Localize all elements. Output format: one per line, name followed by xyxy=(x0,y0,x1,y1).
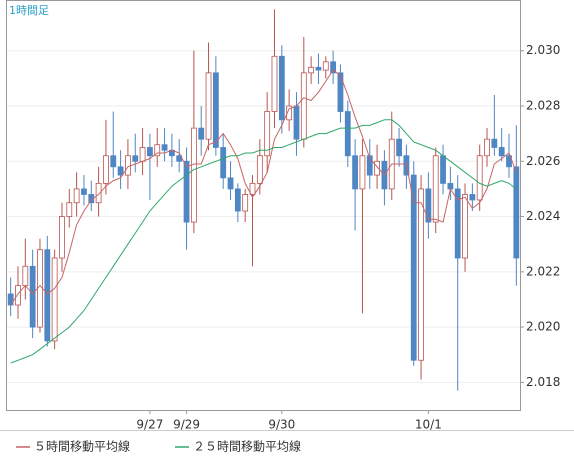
candle-body xyxy=(425,188,432,223)
candle-body xyxy=(308,66,315,74)
x-tick-label: 10/1 xyxy=(415,418,442,432)
candle-body xyxy=(81,188,87,195)
y-tick-label: 2.030 xyxy=(526,43,560,57)
candle-body xyxy=(264,111,271,157)
legend-label: ５時間移動平均線 xyxy=(34,439,130,454)
candle-body xyxy=(139,147,146,162)
candle-body xyxy=(513,166,520,259)
y-tick-label: 2.022 xyxy=(526,264,560,278)
candle-body xyxy=(73,188,80,204)
candle-body xyxy=(161,144,168,151)
y-tick-label: 2.026 xyxy=(526,154,560,168)
candle-body xyxy=(59,216,65,259)
candle-body xyxy=(352,155,359,190)
candle-body xyxy=(469,194,476,201)
candle-body xyxy=(396,138,402,157)
candle-body xyxy=(440,155,446,184)
candle-body xyxy=(242,194,249,212)
candle-body xyxy=(132,155,139,162)
candle-body xyxy=(212,72,219,148)
candle-body xyxy=(330,61,337,74)
candle-body xyxy=(344,111,351,157)
candle-body xyxy=(374,160,380,176)
y-tick-label: 2.018 xyxy=(526,375,560,389)
ma-line xyxy=(10,69,517,306)
candle-body xyxy=(293,105,300,140)
x-tick-label: 9/27 xyxy=(136,418,163,432)
candle-body xyxy=(432,155,439,223)
legend-label: ２５時間移動平均線 xyxy=(193,439,301,454)
plot-frame xyxy=(6,0,521,411)
candle-body xyxy=(234,188,241,212)
x-tick-label: 9/29 xyxy=(173,418,200,432)
candle-body xyxy=(506,155,512,168)
candle-body xyxy=(95,182,102,204)
candle-body xyxy=(205,72,212,140)
candle-body xyxy=(15,285,21,306)
candle-body xyxy=(322,61,329,71)
candle-body xyxy=(491,138,498,148)
candle-body xyxy=(300,72,307,140)
candle-body xyxy=(315,66,322,71)
candle-body xyxy=(22,265,29,287)
candle-body xyxy=(271,55,278,112)
candle-body xyxy=(410,174,417,361)
y-tick-label: 2.028 xyxy=(526,99,560,113)
candle-body xyxy=(117,166,124,176)
candle-body xyxy=(227,177,234,190)
ma-line xyxy=(10,119,517,364)
candle-body xyxy=(37,249,43,328)
candle-body xyxy=(256,155,263,184)
candle-body xyxy=(7,293,14,306)
candle-body xyxy=(498,147,505,157)
candle-body xyxy=(286,105,293,121)
chart-title: 1時間足 xyxy=(9,4,49,17)
candle-body xyxy=(337,72,344,112)
y-tick-label: 2.024 xyxy=(526,209,560,223)
candle-body xyxy=(366,155,373,176)
candle-body xyxy=(418,188,424,361)
candle-body xyxy=(44,249,51,342)
candle-body xyxy=(66,202,73,217)
candle-body xyxy=(147,147,153,157)
candle-body xyxy=(198,127,205,140)
candle-body xyxy=(476,155,483,201)
x-tick-label: 9/30 xyxy=(268,418,295,432)
candle-body xyxy=(278,55,285,121)
candle-body xyxy=(462,194,468,259)
candle-body xyxy=(484,138,490,157)
y-tick-label: 2.020 xyxy=(526,320,560,334)
candle-body xyxy=(51,257,58,342)
candle-body xyxy=(125,155,131,176)
candle-body xyxy=(359,155,366,190)
candle-body xyxy=(220,147,227,179)
candle-body xyxy=(29,265,36,328)
candle-body xyxy=(110,155,117,168)
candle-body xyxy=(154,144,161,157)
candle-body xyxy=(103,155,109,184)
candle-body xyxy=(454,188,461,259)
candle-body xyxy=(183,160,190,223)
candle-body xyxy=(249,182,256,195)
candle-body xyxy=(190,127,197,223)
